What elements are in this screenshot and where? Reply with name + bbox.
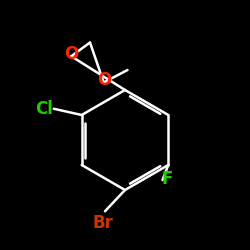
Text: O: O bbox=[96, 71, 111, 89]
Text: F: F bbox=[162, 170, 173, 188]
Text: Br: Br bbox=[92, 214, 113, 232]
Text: Cl: Cl bbox=[35, 100, 53, 118]
Text: O: O bbox=[64, 45, 78, 63]
